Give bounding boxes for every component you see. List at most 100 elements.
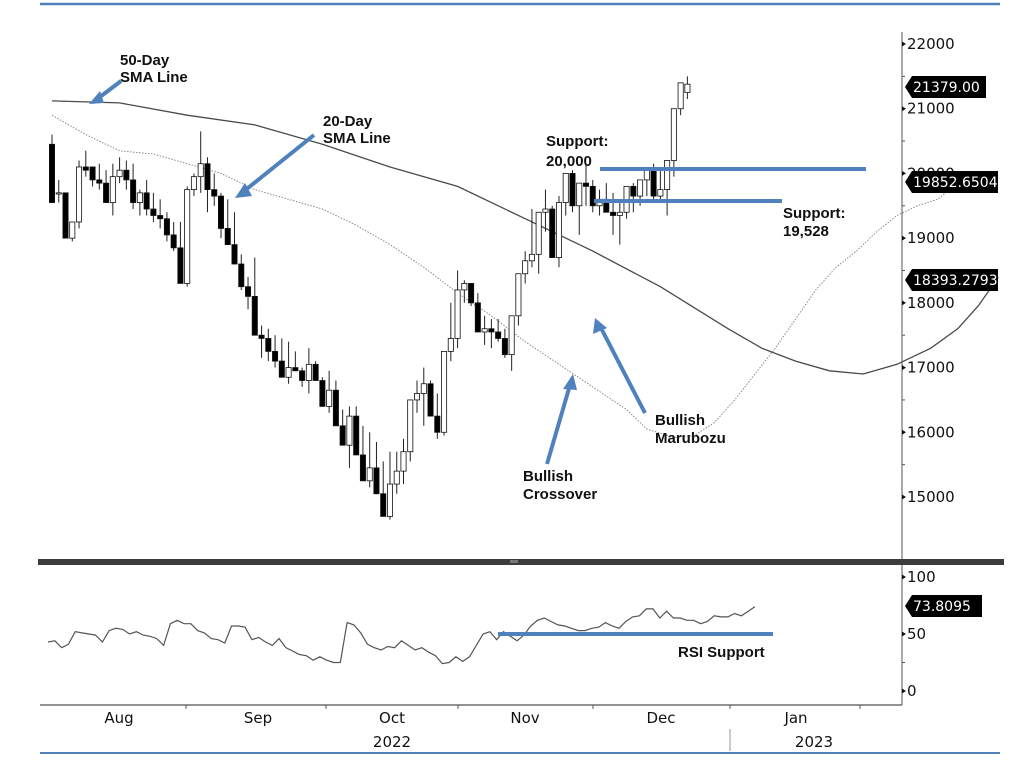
candle-body-up — [326, 389, 333, 407]
candle — [386, 451, 393, 520]
value-tag — [905, 269, 998, 291]
candle-body-down — [495, 331, 502, 339]
candle — [414, 380, 421, 413]
candle-body-up — [400, 451, 407, 472]
candle-body-down — [143, 192, 150, 210]
x-label-sep: Sep — [244, 709, 272, 727]
candle — [109, 163, 116, 216]
candle — [55, 179, 62, 203]
candle-body-down — [177, 247, 184, 284]
candle — [353, 406, 360, 456]
candle — [339, 409, 346, 446]
candle-body-up — [522, 260, 529, 275]
candle-body-up — [684, 83, 691, 93]
last-value-tags: 21379.00 19852.6504 18393.2793 — [905, 76, 998, 291]
candle-body-up — [407, 399, 414, 453]
annotation-support20000-line2: 20,000 — [546, 153, 592, 170]
candle-body-down — [170, 234, 177, 249]
candle-body-down — [339, 425, 346, 446]
candle-body-down — [62, 192, 69, 239]
arrowhead-icon — [593, 318, 607, 334]
candle — [427, 380, 434, 417]
candle — [447, 302, 454, 362]
candle-body-up — [508, 315, 515, 356]
candle — [103, 170, 110, 203]
candle-body-down — [650, 169, 657, 197]
candle — [569, 170, 576, 213]
candle-body-down — [549, 208, 556, 258]
candle — [481, 315, 488, 345]
sma50-line — [51, 100, 999, 375]
candle-body-down — [82, 166, 89, 171]
candle-body-up — [109, 176, 116, 203]
price-y-axis: 1500016000170001800019000200002100022000 — [901, 32, 955, 562]
candle — [454, 270, 461, 349]
candle-body-up — [76, 166, 83, 223]
candle-body-up — [55, 192, 62, 195]
candle — [150, 192, 157, 222]
candle-body-down — [163, 218, 170, 236]
annotation-marubozu-line2: Marubozu — [655, 430, 726, 447]
x-label-year-2023: 2023 — [795, 733, 833, 751]
candle-body-up — [576, 182, 583, 207]
rsi-panel: 0 50 100 RSI Support 73.8095 — [40, 565, 982, 706]
panel-resize-handle[interactable] — [510, 560, 518, 563]
candle-body-down — [224, 228, 231, 246]
candle-body-down — [380, 493, 387, 517]
candle — [528, 209, 535, 268]
candle — [190, 173, 197, 197]
rsi-tick-label: 50 — [907, 625, 926, 643]
candle — [299, 367, 306, 387]
candle-body-down — [569, 173, 576, 207]
candle — [346, 406, 353, 468]
candle-body-up — [420, 383, 427, 394]
candle — [62, 192, 69, 239]
candle — [69, 221, 76, 242]
candle-body-down — [150, 208, 157, 216]
candle-body-down — [217, 195, 224, 229]
x-label-dec: Dec — [646, 709, 675, 727]
candle-body-up — [414, 393, 421, 401]
rsi-tick-label: 100 — [907, 568, 936, 586]
candle-body-down — [49, 143, 56, 203]
candle — [197, 131, 204, 193]
candle-body-up — [637, 179, 644, 197]
candle — [630, 183, 637, 213]
candle-body-up — [197, 163, 204, 178]
candle — [211, 173, 218, 206]
candle-body-down — [238, 263, 245, 288]
arrow-20day-sma — [241, 133, 316, 194]
candle-body-up — [515, 273, 522, 317]
candle — [258, 325, 265, 358]
rsi-tick-label: 0 — [907, 682, 917, 700]
x-label-jan: Jan — [783, 709, 807, 727]
candle — [251, 257, 258, 336]
candle-body-up — [305, 363, 312, 381]
candle-body-down — [359, 454, 366, 482]
candle — [407, 399, 414, 462]
candle — [184, 186, 191, 287]
annotation-support20000-line1: Support: — [546, 133, 608, 150]
candlestick-series — [49, 76, 691, 520]
candle — [501, 328, 508, 358]
tick-marker-icon — [902, 631, 906, 637]
candle-body-up — [643, 169, 650, 181]
candle — [549, 205, 556, 258]
candle-body-down — [89, 166, 96, 181]
candle — [468, 283, 475, 307]
arrowhead-icon — [563, 374, 577, 390]
tick-marker-icon — [902, 300, 906, 306]
candle — [400, 438, 407, 485]
candle-body-up — [616, 211, 623, 216]
value-tag-label: 19852.6504 — [913, 175, 998, 191]
candle — [312, 361, 319, 381]
candle-body-down — [123, 169, 130, 181]
candle-body-up — [386, 483, 393, 517]
annotation-marubozu-line1: Bullish — [655, 412, 705, 429]
tick-marker-icon — [902, 574, 906, 580]
candle-body-down — [204, 163, 211, 191]
candle — [616, 199, 623, 245]
candle-body-up — [116, 169, 123, 178]
candle-body-up — [677, 82, 684, 110]
